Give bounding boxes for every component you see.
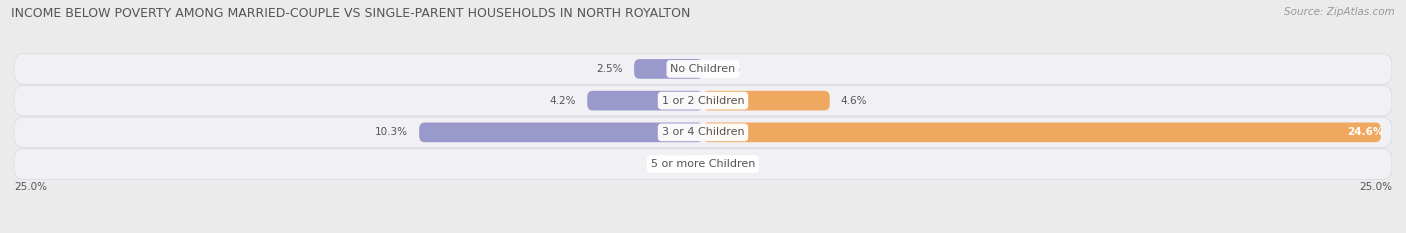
Text: 4.6%: 4.6% <box>841 96 868 106</box>
Text: 24.6%: 24.6% <box>1347 127 1384 137</box>
Text: INCOME BELOW POVERTY AMONG MARRIED-COUPLE VS SINGLE-PARENT HOUSEHOLDS IN NORTH R: INCOME BELOW POVERTY AMONG MARRIED-COUPL… <box>11 7 690 20</box>
FancyBboxPatch shape <box>14 117 1392 147</box>
Text: 0.0%: 0.0% <box>665 159 692 169</box>
Text: 0.0%: 0.0% <box>714 64 741 74</box>
FancyBboxPatch shape <box>588 91 703 110</box>
Text: 25.0%: 25.0% <box>1360 182 1392 192</box>
Text: 0.0%: 0.0% <box>714 159 741 169</box>
FancyBboxPatch shape <box>14 149 1392 179</box>
FancyBboxPatch shape <box>419 123 703 142</box>
Text: No Children: No Children <box>671 64 735 74</box>
FancyBboxPatch shape <box>703 91 830 110</box>
Text: 25.0%: 25.0% <box>14 182 46 192</box>
FancyBboxPatch shape <box>634 59 703 79</box>
Text: 4.2%: 4.2% <box>550 96 576 106</box>
Text: 2.5%: 2.5% <box>596 64 623 74</box>
Text: 5 or more Children: 5 or more Children <box>651 159 755 169</box>
Text: 10.3%: 10.3% <box>375 127 408 137</box>
FancyBboxPatch shape <box>14 54 1392 84</box>
FancyBboxPatch shape <box>703 123 1381 142</box>
Text: 1 or 2 Children: 1 or 2 Children <box>662 96 744 106</box>
FancyBboxPatch shape <box>14 86 1392 116</box>
Text: Source: ZipAtlas.com: Source: ZipAtlas.com <box>1284 7 1395 17</box>
Text: 3 or 4 Children: 3 or 4 Children <box>662 127 744 137</box>
